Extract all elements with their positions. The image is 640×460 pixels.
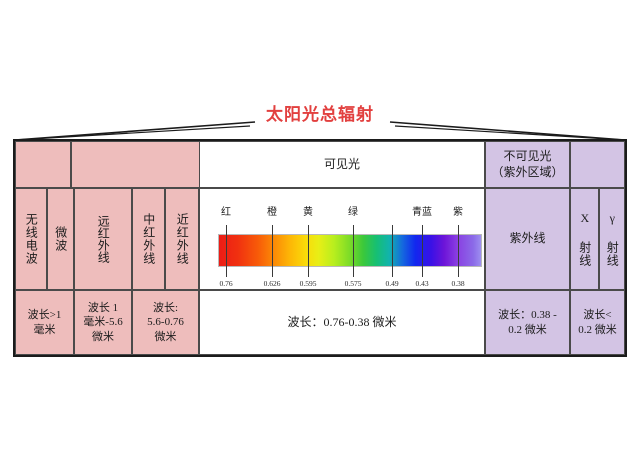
- color-label-violet: 紫: [453, 207, 463, 218]
- spectrum-tick-3: [353, 225, 354, 277]
- wavelength-radio: 波长>1 毫米: [15, 290, 74, 355]
- spectrum-table: 不可见光 （红外区域） 不可见光 （紫外区域） 可见光 无线电波 微波 远红外线…: [13, 139, 627, 357]
- spectrum-tick-4: [392, 225, 393, 277]
- band-mid-infrared-label: 中红外线: [141, 213, 156, 265]
- band-microwave: 微波: [47, 188, 74, 290]
- color-label-green: 绿: [348, 207, 358, 218]
- title-area: 太阳光总辐射: [0, 100, 640, 141]
- color-label-cyan-blue: 青蓝: [412, 207, 432, 218]
- band-far-infrared-label: 远红外线: [96, 215, 111, 263]
- wavelength-visible: 波长：0.76-0.38 微米: [199, 290, 485, 355]
- spectrum-tick-0: [226, 225, 227, 277]
- header-visible: 可见光: [199, 141, 485, 188]
- wavelength-near-infrared: 波长: 5.6-0.76 微米: [132, 290, 199, 355]
- header-blank-left: [15, 141, 71, 188]
- band-near-infrared-label: 近红外线: [175, 213, 190, 265]
- tick-label-4: 0.49: [385, 279, 399, 288]
- band-xray-label: X 射线: [577, 211, 592, 267]
- tick-label-6: 0.38: [451, 279, 465, 288]
- band-radio: 无线电波: [15, 188, 47, 290]
- wavelength-xray-gamma: 波长< 0.2 微米: [570, 290, 625, 355]
- band-gamma-label: γ 射线: [605, 211, 620, 267]
- band-gamma: γ 射线: [599, 188, 625, 290]
- spectrum-tick-6: [458, 225, 459, 277]
- page-title: 太阳光总辐射: [266, 105, 374, 124]
- tick-label-0: 0.76: [219, 279, 233, 288]
- wavelength-ultraviolet: 波长：0.38 - 0.2 微米: [485, 290, 570, 355]
- color-label-red: 红: [221, 207, 231, 218]
- spectrum-tick-5: [422, 225, 423, 277]
- color-label-orange: 橙: [267, 207, 277, 218]
- tick-label-5: 0.43: [415, 279, 429, 288]
- header-blank-right: [570, 141, 625, 188]
- tick-label-2: 0.595: [299, 279, 317, 288]
- band-far-infrared: 远红外线: [74, 188, 132, 290]
- wavelength-far-infrared: 波长 1 毫米-5.6 微米: [74, 290, 132, 355]
- tick-label-1: 0.626: [263, 279, 281, 288]
- band-mid-infrared: 中红外线: [132, 188, 165, 290]
- spectrum-tick-2: [308, 225, 309, 277]
- spectrum-tick-1: [272, 225, 273, 277]
- band-radio-label: 无线电波: [24, 213, 39, 265]
- spectrum-gradient-bar: [218, 234, 482, 267]
- spectrum-chart: 红 橙 黄 绿 青蓝 紫 0.76 0.626 0.595 0.575 0.49…: [200, 189, 484, 289]
- band-ultraviolet: 紫外线: [485, 188, 570, 290]
- band-xray: X 射线: [570, 188, 599, 290]
- color-label-yellow: 黄: [303, 207, 313, 218]
- brace-lines-icon: [14, 121, 626, 141]
- visible-light-spectrum-cell: 红 橙 黄 绿 青蓝 紫 0.76 0.626 0.595 0.575 0.49…: [199, 188, 485, 290]
- header-ultraviolet: 不可见光 （紫外区域）: [485, 141, 570, 188]
- band-microwave-label: 微波: [53, 226, 68, 252]
- tick-label-3: 0.575: [344, 279, 362, 288]
- band-near-infrared: 近红外线: [165, 188, 199, 290]
